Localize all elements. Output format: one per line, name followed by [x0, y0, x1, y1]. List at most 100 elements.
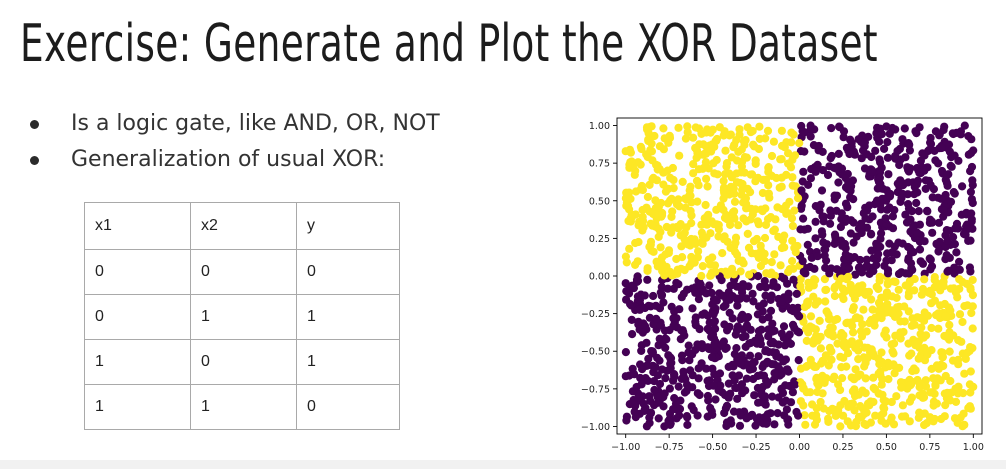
- scatter-point: [665, 384, 674, 393]
- scatter-point: [774, 232, 783, 241]
- scatter-point: [776, 155, 785, 164]
- scatter-point: [968, 275, 977, 285]
- scatter-point: [652, 314, 661, 323]
- table-cell: 1: [296, 339, 400, 385]
- scatter-point: [788, 173, 797, 182]
- scatter-point: [710, 169, 719, 178]
- scatter-point: [720, 191, 729, 200]
- scatter-point: [634, 393, 643, 402]
- scatter-point: [931, 381, 940, 390]
- scatter-point: [660, 389, 669, 398]
- scatter-point: [943, 181, 952, 190]
- scatter-point: [917, 323, 926, 332]
- scatter-point: [643, 152, 652, 162]
- scatter-point: [707, 332, 716, 342]
- scatter-point: [663, 199, 673, 208]
- scatter-point: [698, 262, 707, 271]
- scatter-point: [701, 200, 710, 210]
- scatter-point: [904, 204, 914, 213]
- scatter-point: [621, 279, 630, 288]
- scatter-point: [906, 381, 915, 390]
- scatter-point: [883, 266, 893, 275]
- scatter-point: [675, 202, 684, 211]
- scatter-point: [694, 295, 703, 304]
- scatter-point: [689, 169, 698, 178]
- scatter-point: [667, 228, 676, 237]
- scatter-point: [682, 387, 691, 396]
- scatter-point: [800, 147, 809, 156]
- scatter-point: [813, 387, 822, 397]
- y-tick-label: −0.50: [581, 347, 610, 358]
- scatter-point: [910, 286, 919, 295]
- scatter-point: [672, 278, 681, 287]
- scatter-point: [681, 134, 690, 143]
- scatter-point: [768, 392, 777, 401]
- scatter-point: [679, 367, 688, 376]
- scatter-point: [773, 409, 782, 418]
- scatter-point: [906, 215, 915, 224]
- scatter-point: [943, 236, 952, 245]
- scatter-point: [773, 362, 782, 371]
- scatter-point: [824, 266, 833, 275]
- scatter-point: [689, 160, 698, 169]
- scatter-point: [632, 277, 642, 286]
- scatter-point: [692, 146, 702, 155]
- scatter-point: [643, 192, 652, 202]
- x-tick-label: −0.75: [655, 442, 684, 453]
- scatter-point: [793, 194, 803, 203]
- bullet-text: Is a logic gate, like AND, OR, NOT: [71, 111, 440, 136]
- scatter-point: [797, 204, 806, 213]
- scatter-point: [734, 355, 743, 365]
- scatter-point: [742, 217, 751, 226]
- scatter-point: [625, 188, 634, 197]
- scatter-point: [904, 292, 913, 301]
- scatter-point: [626, 214, 635, 223]
- scatter-point: [934, 324, 943, 333]
- scatter-point: [806, 312, 816, 321]
- scatter-point: [849, 328, 858, 337]
- scatter-point: [659, 298, 668, 307]
- scatter-point: [782, 209, 791, 218]
- scatter-point: [656, 288, 665, 297]
- scatter-point: [710, 317, 719, 326]
- scatter-point: [815, 316, 824, 325]
- scatter-point: [734, 256, 743, 265]
- scatter-point: [677, 242, 686, 251]
- scatter-point: [833, 315, 842, 324]
- scatter-point: [883, 280, 892, 289]
- table-cell: 0: [296, 384, 400, 430]
- scatter-point: [894, 285, 903, 294]
- scatter-point: [939, 361, 948, 371]
- scatter-point: [677, 351, 687, 360]
- scatter-point: [868, 349, 878, 358]
- scatter-point: [867, 167, 876, 176]
- scatter-point: [798, 257, 807, 266]
- scatter-point: [725, 131, 734, 140]
- scatter-point: [932, 361, 942, 370]
- scatter-point: [734, 371, 744, 380]
- scatter-point: [965, 402, 974, 411]
- scatter-point: [785, 265, 794, 274]
- scatter-point: [703, 311, 712, 320]
- scatter-point: [796, 225, 805, 234]
- scatter-point: [943, 170, 952, 179]
- scatter-point: [809, 141, 818, 150]
- scatter-point: [756, 340, 765, 349]
- scatter-point: [834, 149, 843, 158]
- scatter-point: [670, 394, 679, 403]
- scatter-point: [826, 154, 835, 163]
- scatter-point: [900, 302, 909, 311]
- scatter-point: [836, 222, 845, 232]
- scatter-point: [877, 130, 886, 139]
- scatter-point: [794, 356, 803, 365]
- scatter-point: [905, 417, 914, 426]
- scatter-point: [715, 369, 725, 378]
- scatter-point: [703, 391, 712, 401]
- table-cell: 0: [84, 294, 191, 340]
- scatter-point: [929, 374, 938, 383]
- scatter-point: [767, 268, 776, 277]
- scatter-point: [920, 237, 929, 246]
- scatter-point: [729, 270, 738, 279]
- scatter-point: [961, 230, 970, 239]
- scatter-point: [769, 278, 778, 287]
